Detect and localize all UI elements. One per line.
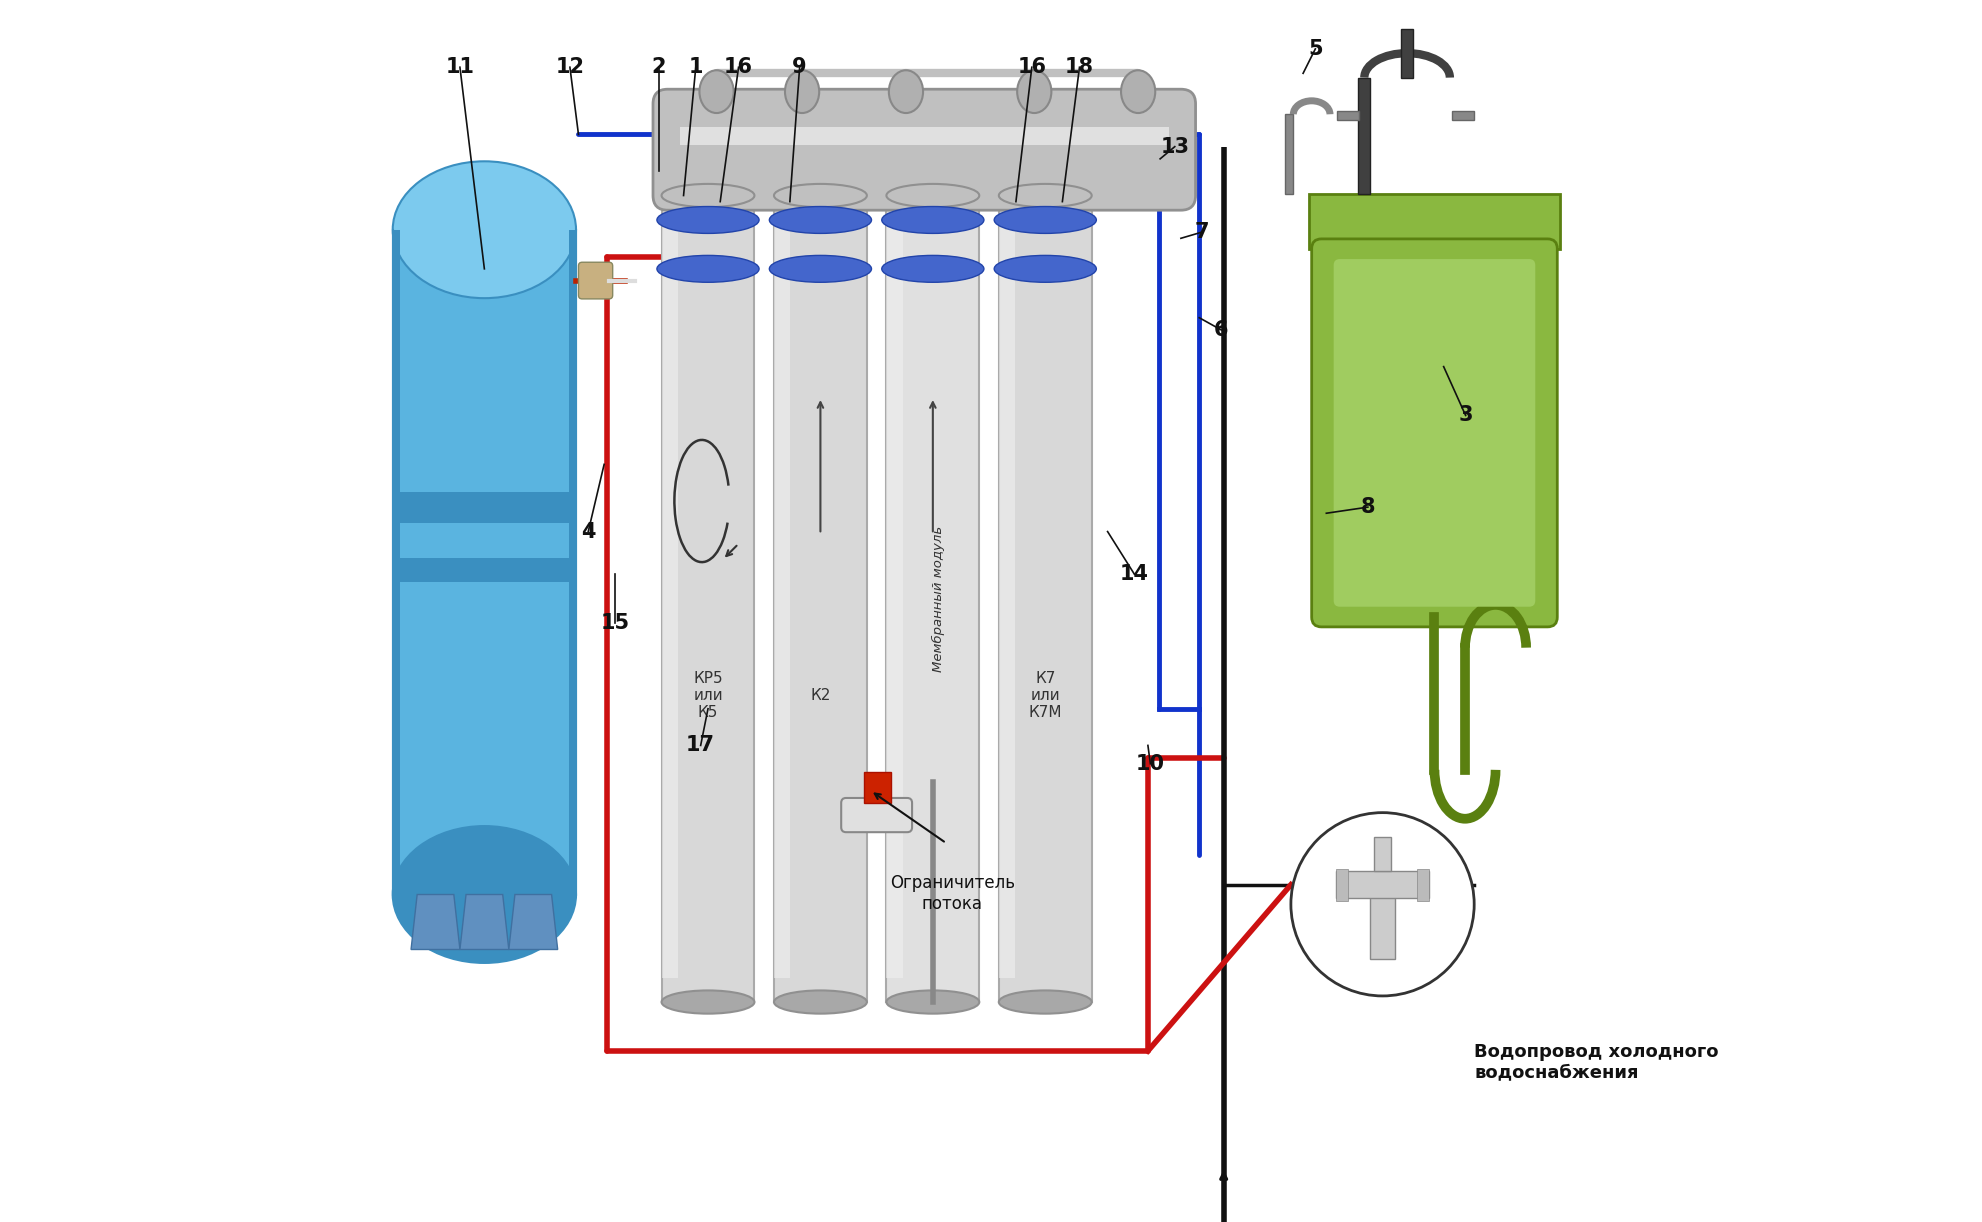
Ellipse shape [886,990,979,1014]
Bar [680,127,1167,145]
Ellipse shape [392,161,575,298]
Ellipse shape [882,207,983,233]
Bar [999,220,1015,978]
Text: 12: 12 [555,57,585,77]
Ellipse shape [1120,70,1156,114]
Polygon shape [410,895,460,949]
Polygon shape [460,895,509,949]
Text: 11: 11 [446,57,474,77]
Text: 2: 2 [652,57,666,77]
Text: 16: 16 [723,57,753,77]
Polygon shape [509,895,557,949]
Ellipse shape [773,183,866,207]
Ellipse shape [769,255,870,282]
Bar [1451,110,1473,120]
Bar [1370,888,1393,959]
Bar [773,220,791,978]
Bar [569,230,575,895]
Bar [1415,869,1429,901]
Ellipse shape [882,255,983,282]
Text: 7: 7 [1193,222,1209,242]
Text: К7
или
К7М: К7 или К7М [1029,671,1062,721]
Text: 13: 13 [1159,137,1189,156]
Ellipse shape [993,207,1096,233]
Ellipse shape [888,70,922,114]
Text: 17: 17 [686,736,716,755]
Ellipse shape [993,255,1096,282]
Text: 4: 4 [581,522,595,541]
Ellipse shape [785,70,819,114]
Text: К2: К2 [811,688,830,703]
Bar [1336,871,1429,898]
Text: 1: 1 [688,57,704,77]
Text: Мембранный модуль: Мембранный модуль [932,525,945,672]
Bar [999,196,1092,1002]
Circle shape [1290,813,1473,996]
Text: 8: 8 [1360,497,1374,517]
Ellipse shape [999,990,1092,1014]
FancyBboxPatch shape [840,798,912,832]
Bar [886,220,902,978]
Text: КР5
или
К5: КР5 или К5 [694,671,723,721]
Bar [1308,193,1560,249]
Bar [1284,114,1292,193]
FancyBboxPatch shape [579,263,612,299]
Ellipse shape [999,183,1092,207]
Ellipse shape [700,70,733,114]
Bar [662,196,753,1002]
Bar [886,196,979,1002]
Ellipse shape [1017,70,1050,114]
Text: 5: 5 [1308,39,1322,59]
Bar [392,558,575,582]
FancyBboxPatch shape [1310,238,1556,627]
Bar [864,772,890,803]
Ellipse shape [662,183,753,207]
Text: 3: 3 [1457,406,1473,425]
Bar [1374,837,1391,871]
Ellipse shape [769,207,870,233]
Bar [1358,77,1370,193]
Bar [1336,869,1348,901]
Text: 9: 9 [793,57,807,77]
Text: 15: 15 [601,613,630,633]
Ellipse shape [662,990,753,1014]
Bar [392,230,575,895]
Bar [392,491,575,523]
Text: 14: 14 [1120,565,1148,584]
Text: 6: 6 [1213,320,1229,340]
Bar [392,230,400,895]
FancyBboxPatch shape [1334,259,1534,606]
Ellipse shape [656,207,759,233]
Bar [1401,28,1413,77]
Text: 18: 18 [1064,57,1094,77]
Ellipse shape [392,826,575,963]
Text: Ограничитель
потока: Ограничитель потока [890,874,1015,913]
Text: 16: 16 [1017,57,1046,77]
Bar [773,196,866,1002]
Text: 10: 10 [1136,754,1163,774]
Text: Водопровод холодного
водоснабжения: Водопровод холодного водоснабжения [1473,1042,1718,1081]
FancyBboxPatch shape [652,89,1195,210]
Bar [1336,110,1360,120]
Ellipse shape [656,255,759,282]
Ellipse shape [773,990,866,1014]
Bar [662,220,678,978]
Ellipse shape [886,183,979,207]
